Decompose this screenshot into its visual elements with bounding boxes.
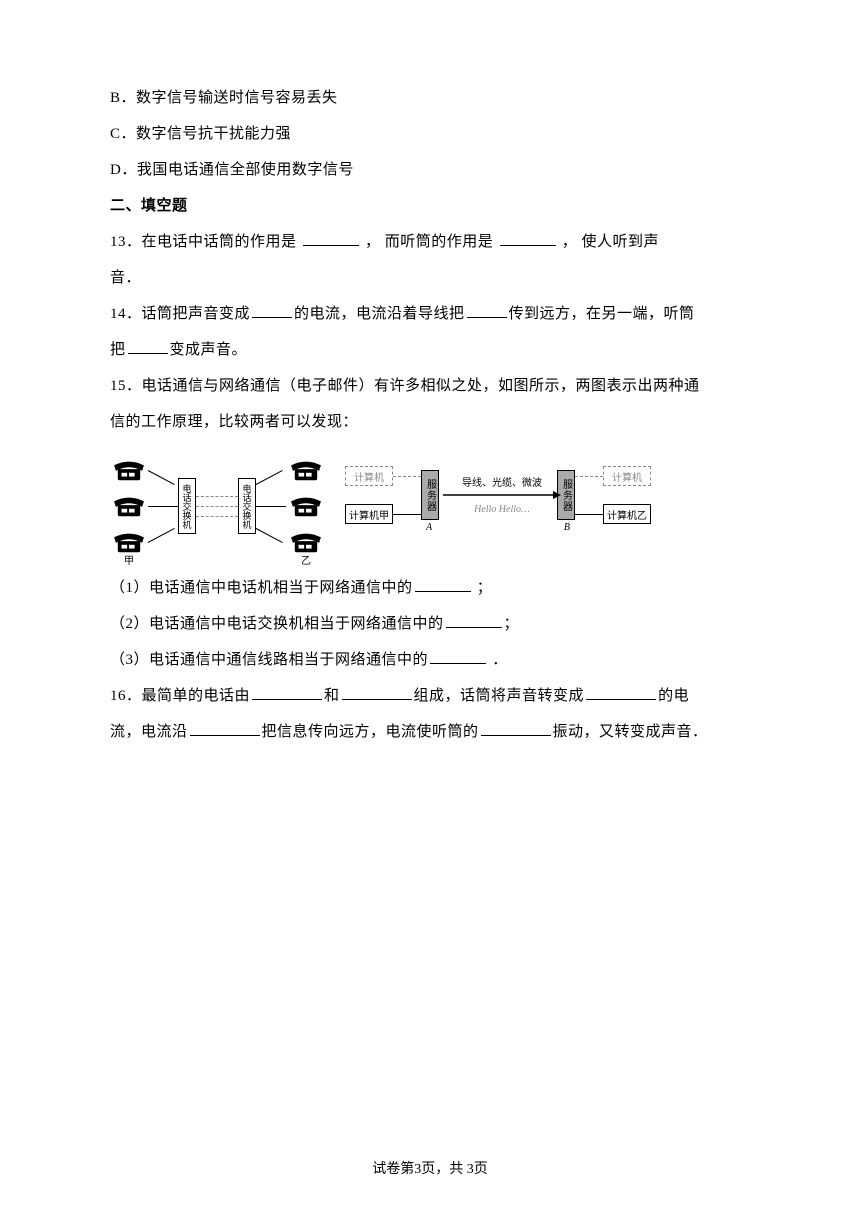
q14-p3: 传到远方，在另一端，听筒 bbox=[509, 306, 695, 322]
page-content: B．数字信号输送时信号容易丢失 C．数字信号抗干扰能力强 D．我国电话通信全部使… bbox=[110, 80, 750, 750]
q16-line1: 16．最简单的电话由 和 组成，话筒将声音转变成 的电 bbox=[110, 678, 750, 714]
text-c: 数字信号抗干扰能力强 bbox=[136, 126, 291, 142]
q14-line1: 14．话筒把声音变成 的电流，电流沿着导线把 传到远方，在另一端，听筒 bbox=[110, 296, 750, 332]
page-footer: 试卷第3页，共 3页 bbox=[0, 1158, 860, 1178]
q16-p2: 和 bbox=[324, 688, 340, 704]
q16-p7: 振动，又转变成声音． bbox=[553, 724, 708, 740]
letter-c: C． bbox=[110, 126, 136, 142]
q16-p4: 的电 bbox=[658, 688, 689, 704]
dash bbox=[575, 476, 603, 477]
q16-line2: 流，电流沿 把信息传向远方，电流使听筒的 振动，又转变成声音． bbox=[110, 714, 750, 750]
q15-num: 15． bbox=[110, 378, 142, 394]
blank-14-3 bbox=[128, 339, 168, 354]
text-d: 我国电话通信全部使用数字信号 bbox=[137, 162, 354, 178]
q15-s1a: （1）电话通信中电话机相当于网络通信中的 bbox=[110, 580, 413, 596]
blank-14-1 bbox=[252, 303, 292, 318]
dash bbox=[196, 496, 238, 497]
q13-line1: 13．在电话中话筒的作用是 ， 而听筒的作用是 ， 使人听到声 bbox=[110, 224, 750, 260]
conn bbox=[256, 506, 286, 507]
q15-line2: 信的工作原理，比较两者可以发现： bbox=[110, 404, 750, 440]
blank-16-5 bbox=[481, 721, 551, 736]
letter-b: B． bbox=[110, 90, 136, 106]
q16-p5: 流，电流沿 bbox=[110, 724, 188, 740]
q13-num: 13． bbox=[110, 234, 142, 250]
computer-dash: 计算机 bbox=[603, 466, 651, 486]
blank-15-1 bbox=[415, 577, 471, 592]
q14-p4: 把 bbox=[110, 342, 126, 358]
q13-p3: ， 使人听到声 bbox=[558, 234, 660, 250]
conn bbox=[256, 470, 283, 485]
computer-dash: 计算机 bbox=[345, 466, 393, 486]
blank-14-2 bbox=[467, 303, 507, 318]
q13-line2: 音． bbox=[110, 260, 750, 296]
figure-telephone: 电话交换机 电话交换机 甲 乙 bbox=[110, 452, 325, 562]
label-jia: 甲 bbox=[124, 552, 134, 567]
q14-num: 14． bbox=[110, 306, 142, 322]
option-d: D．我国电话通信全部使用数字信号 bbox=[110, 152, 750, 188]
phone-icon bbox=[110, 492, 148, 520]
figure-row: 电话交换机 电话交换机 甲 乙 计算机 计算机 计算机甲 计算机乙 服务器 服 bbox=[110, 452, 750, 562]
conn bbox=[148, 470, 175, 485]
blank-16-1 bbox=[252, 685, 322, 700]
text-b: 数字信号输送时信号容易丢失 bbox=[136, 90, 338, 106]
computer-b: 计算机乙 bbox=[603, 504, 651, 524]
switch-box-left: 电话交换机 bbox=[178, 478, 196, 534]
blank-13-2 bbox=[500, 231, 556, 246]
server-b-label: B bbox=[564, 522, 570, 533]
q15-s2: （2）电话通信中电话交换机相当于网络通信中的 ； bbox=[110, 606, 750, 642]
switch-box-right: 电话交换机 bbox=[238, 478, 256, 534]
dash bbox=[196, 506, 238, 507]
server-a-label: A bbox=[426, 522, 432, 533]
phone-icon bbox=[287, 456, 325, 484]
q13-p2: ， 而听筒的作用是 bbox=[361, 234, 498, 250]
q16-p1: 最简单的电话由 bbox=[142, 688, 251, 704]
phone-icon bbox=[287, 492, 325, 520]
conn bbox=[148, 528, 175, 543]
dash bbox=[393, 476, 421, 477]
figure-network: 计算机 计算机 计算机甲 计算机乙 服务器 服务器 A B 导线、光缆、微波 H… bbox=[343, 452, 653, 562]
option-b: B．数字信号输送时信号容易丢失 bbox=[110, 80, 750, 116]
blank-15-3 bbox=[430, 649, 486, 664]
hello-text: Hello Hello… bbox=[443, 504, 561, 515]
q15-s3a: （3）电话通信中通信线路相当于网络通信中的 bbox=[110, 652, 428, 668]
conn bbox=[393, 514, 421, 515]
blank-16-4 bbox=[190, 721, 260, 736]
blank-16-2 bbox=[342, 685, 412, 700]
media-text: 导线、光缆、微波 bbox=[447, 474, 557, 489]
q15-line1: 15．电话通信与网络通信（电子邮件）有许多相似之处，如图所示，两图表示出两种通 bbox=[110, 368, 750, 404]
q16-p3: 组成，话筒将声音转变成 bbox=[414, 688, 585, 704]
server-a: 服务器 bbox=[421, 470, 439, 520]
dash bbox=[196, 516, 238, 517]
q15-s1b: ； bbox=[473, 580, 493, 596]
label-yi: 乙 bbox=[301, 552, 311, 567]
conn bbox=[148, 506, 178, 507]
q16-num: 16． bbox=[110, 688, 142, 704]
q16-p6: 把信息传向远方，电流使听筒的 bbox=[262, 724, 479, 740]
q14-p1: 话筒把声音变成 bbox=[142, 306, 251, 322]
blank-15-2 bbox=[446, 613, 502, 628]
letter-d: D． bbox=[110, 162, 137, 178]
blank-13-1 bbox=[303, 231, 359, 246]
q13-p1: 在电话中话筒的作用是 bbox=[142, 234, 301, 250]
q14-p5: 变成声音。 bbox=[170, 342, 248, 358]
q15-s3: （3）电话通信中通信线路相当于网络通信中的 ． bbox=[110, 642, 750, 678]
q14-p2: 的电流，电流沿着导线把 bbox=[294, 306, 465, 322]
blank-16-3 bbox=[586, 685, 656, 700]
section-2-title: 二、填空题 bbox=[110, 188, 750, 224]
q15-p1: 电话通信与网络通信（电子邮件）有许多相似之处，如图所示，两图表示出两种通 bbox=[142, 378, 700, 394]
phone-icon bbox=[110, 456, 148, 484]
q15-s1: （1）电话通信中电话机相当于网络通信中的 ； bbox=[110, 570, 750, 606]
conn bbox=[256, 528, 283, 543]
q15-s3b: ． bbox=[488, 652, 508, 668]
q14-line2: 把 变成声音。 bbox=[110, 332, 750, 368]
q15-s2a: （2）电话通信中电话交换机相当于网络通信中的 bbox=[110, 616, 444, 632]
arrow-icon bbox=[443, 488, 561, 502]
option-c: C．数字信号抗干扰能力强 bbox=[110, 116, 750, 152]
conn bbox=[575, 514, 603, 515]
computer-a: 计算机甲 bbox=[345, 504, 393, 524]
q15-s2b: ； bbox=[504, 616, 520, 632]
